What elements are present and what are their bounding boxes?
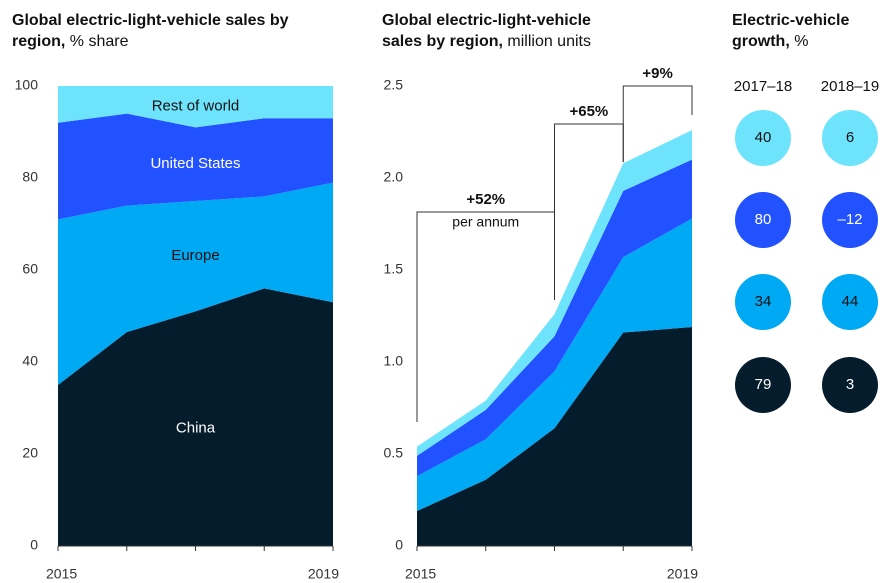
y-tick-label: 80: [22, 169, 38, 185]
y-tick-label: 0: [30, 537, 38, 553]
y-tick-label: 60: [22, 261, 38, 277]
area-label: United States: [150, 155, 240, 172]
chart-title: Global electric-light-vehicle sales by r…: [12, 12, 289, 50]
bubble: [822, 110, 878, 166]
chart-unit: %: [794, 33, 809, 50]
y-tick-label: 1.0: [384, 353, 404, 369]
area: [58, 86, 333, 128]
column-header: 2017–18: [734, 78, 792, 95]
x-tick-label: 2019: [308, 566, 339, 582]
bubble-label: 3: [846, 376, 854, 393]
title-block: Electric-vehicle growth, %: [732, 10, 867, 52]
x-tick-label: 2019: [667, 566, 698, 582]
chart-title: Global electric-light-vehicle sales by r…: [382, 12, 591, 50]
column-header: 2018–19: [821, 78, 879, 95]
bracket: [622, 85, 693, 162]
y-tick-label: 40: [22, 353, 38, 369]
area: [58, 113, 333, 220]
bubble: [822, 274, 878, 330]
area-label: China: [176, 420, 216, 437]
y-tick-label: 0.5: [384, 445, 404, 461]
area: [417, 327, 692, 546]
x-tick-label: 2015: [46, 566, 77, 582]
y-tick-label: 1.5: [384, 261, 404, 277]
annotation: +65%: [569, 103, 608, 120]
chart-unit: % share: [69, 33, 129, 50]
bubble-label: 6: [846, 129, 854, 146]
annotation: +9%: [642, 65, 672, 82]
area: [58, 288, 333, 546]
chart-unit: million units: [507, 33, 591, 50]
y-tick-label: 2.0: [384, 169, 404, 185]
y-tick-label: 2.5: [384, 77, 404, 93]
area: [417, 130, 692, 456]
bubble: [822, 357, 878, 413]
area: [58, 182, 333, 385]
bubble-label: 44: [842, 293, 859, 310]
bubble-label: –12: [837, 211, 862, 228]
x-tick-label: 2015: [405, 566, 436, 582]
bubble-label: 79: [755, 376, 772, 393]
bubble: [735, 274, 791, 330]
bubble: [735, 192, 791, 248]
y-tick-label: 20: [22, 445, 38, 461]
bubble-label: 80: [755, 211, 772, 228]
title-block: Global electric-light-vehicle sales by r…: [382, 10, 632, 52]
bubble: [822, 192, 878, 248]
area-label: Europe: [171, 247, 219, 264]
y-tick-label: 0: [395, 537, 403, 553]
annotation-note: per annum: [452, 214, 519, 230]
annotation: +52%: [466, 191, 505, 208]
chart-title: Electric-vehicle growth,: [732, 12, 850, 50]
area: [417, 159, 692, 477]
bubble: [735, 110, 791, 166]
bubble: [735, 357, 791, 413]
area: [417, 218, 692, 512]
title-block: Global electric-light-vehicle sales by r…: [12, 10, 312, 52]
bubble-label: 40: [755, 129, 772, 146]
y-tick-label: 100: [15, 77, 39, 93]
bubble-label: 34: [755, 293, 772, 310]
area-label: Rest of world: [152, 98, 240, 115]
